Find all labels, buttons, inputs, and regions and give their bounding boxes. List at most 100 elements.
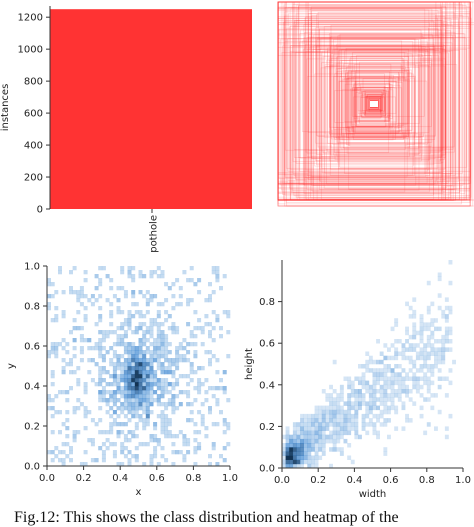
heatmap-cell (83, 414, 88, 419)
heatmap-cell (314, 451, 319, 456)
heatmap-cell (426, 384, 431, 390)
box-outline (278, 28, 440, 180)
box-outline (316, 39, 419, 155)
heatmap-cell (219, 326, 223, 331)
box-outline (277, 22, 444, 201)
heatmap-cell (69, 358, 73, 363)
heatmap-cell (50, 450, 55, 455)
heatmap-cell (127, 342, 132, 347)
heatmap-cell (149, 318, 154, 323)
heatmap-cell (61, 346, 66, 351)
heatmap-cell (112, 342, 117, 347)
heatmap-cell (423, 355, 428, 361)
box-outline (282, 45, 451, 195)
heatmap-cell (387, 434, 391, 440)
box-outline (296, 8, 471, 201)
heatmap-cell (120, 286, 125, 291)
heatmap-cell (444, 318, 449, 323)
heatmap-cell (307, 422, 312, 427)
heatmap-cell (343, 418, 348, 423)
heatmap-cell (160, 430, 165, 435)
heatmap-cell (368, 409, 373, 415)
heatmap-cell (120, 270, 125, 275)
heatmap-cell (127, 382, 132, 387)
heatmap-cell (138, 358, 143, 363)
heatmap-cell (292, 426, 297, 431)
heatmap-cell (131, 342, 136, 347)
heatmap-cell (441, 314, 446, 319)
heatmap-cell (171, 326, 176, 331)
box-outline (353, 89, 384, 117)
heatmap-cell (350, 389, 355, 394)
heatmap-cell (164, 370, 169, 375)
heatmap-cell (116, 390, 121, 395)
heatmap-cell (54, 394, 59, 399)
heatmap-cell (361, 426, 366, 431)
heatmap-cell (101, 354, 106, 359)
heatmap-cell (197, 410, 202, 415)
box-outline (352, 87, 396, 130)
heatmap-cell (94, 322, 99, 327)
heatmap-cell (444, 314, 449, 319)
heatmap-cell (138, 398, 143, 403)
box-outline (350, 70, 408, 125)
box-outline (287, 38, 428, 184)
heatmap-cell (358, 364, 362, 369)
heatmap-cell (116, 414, 121, 419)
heatmap-cell (307, 443, 312, 448)
heatmap-cell (423, 364, 428, 369)
heatmap-cell (131, 290, 136, 295)
heatmap-cell (98, 382, 103, 387)
heatmap-cell (112, 382, 117, 387)
heatmap-cell (87, 358, 92, 363)
heatmap-cell (358, 397, 362, 402)
heatmap-cell (101, 346, 106, 351)
heatmap-cell (390, 389, 395, 394)
box-outline (327, 50, 426, 144)
heatmap-cell (87, 298, 92, 303)
heatmap-cell (109, 430, 114, 435)
box-outline (344, 73, 400, 128)
heatmap-cell (149, 362, 154, 367)
heatmap-cell (441, 334, 446, 340)
heatmap-cell (98, 418, 103, 423)
heatmap-cell (423, 372, 428, 377)
heatmap-cell (405, 339, 409, 344)
heatmap-cell (47, 294, 51, 299)
heatmap-cell (339, 393, 344, 398)
heatmap-cell (336, 426, 341, 431)
heatmap-cell (116, 374, 121, 379)
heatmap-cell (372, 368, 377, 373)
heatmap-cell (123, 422, 128, 427)
heatmap-cell (354, 413, 359, 419)
heatmap-cell (434, 318, 438, 323)
heatmap-cell (390, 397, 395, 402)
box-outline (363, 94, 384, 115)
heatmap-cell (211, 394, 216, 399)
box-outline (298, 1, 469, 186)
heatmap-cell (167, 326, 172, 331)
heatmap-cell (142, 322, 147, 327)
box-outline (369, 98, 379, 109)
heatmap-cell (105, 382, 110, 387)
heatmap-cell (54, 318, 59, 323)
heatmap-cell (314, 463, 319, 469)
heatmap-cell (289, 434, 294, 440)
heatmap-cell (303, 447, 308, 452)
heatmap-cell (226, 422, 231, 427)
box-outline (357, 83, 391, 121)
box-outline (277, 23, 449, 184)
heatmap-cell (419, 364, 424, 369)
heatmap-cell (167, 314, 172, 319)
heatmap-cell (105, 398, 110, 403)
heatmap-cell (90, 346, 95, 351)
box-outline (277, 8, 426, 175)
heatmap-cell (289, 451, 294, 456)
heatmap-cell (394, 409, 399, 415)
y-tick-label: 0.6 (259, 339, 275, 350)
heatmap-cell (145, 406, 150, 411)
heatmap-cell (347, 401, 352, 406)
heatmap-cell (405, 326, 409, 332)
heatmap-cell (368, 389, 373, 394)
box-outline (306, 38, 415, 157)
